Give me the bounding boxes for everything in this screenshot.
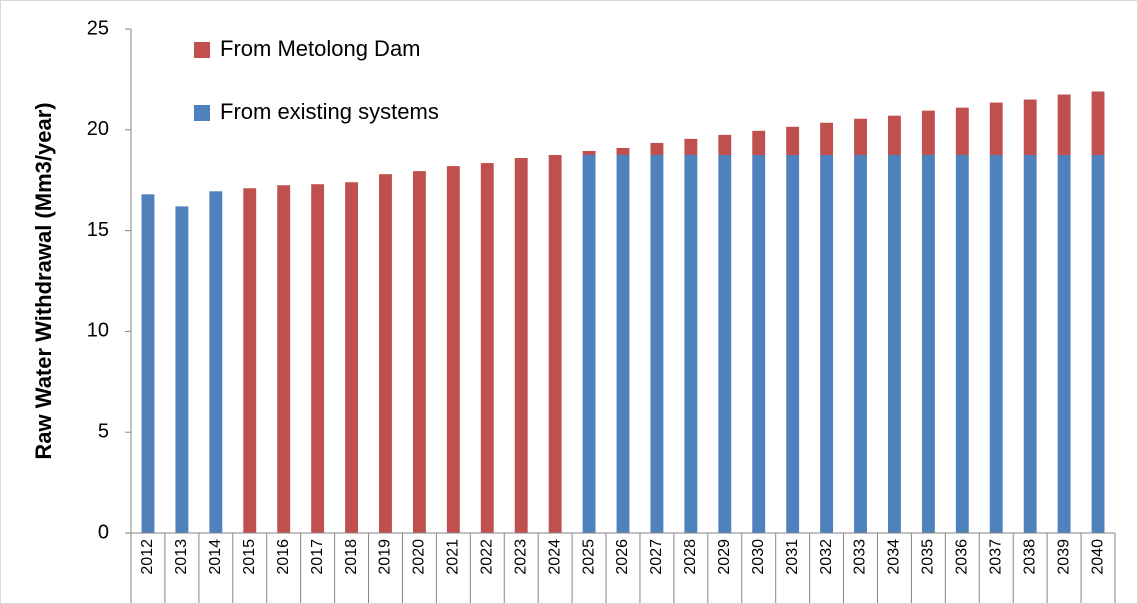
- x-tick-label: 2037: [987, 539, 1004, 575]
- bar-segment: [786, 126, 800, 155]
- bar-segment: [650, 142, 664, 155]
- x-tick-label: 2021: [445, 539, 462, 575]
- y-tick-label: 20: [87, 118, 109, 140]
- bar-segment: [854, 118, 867, 155]
- bar-segment: [854, 155, 867, 533]
- bar-segment: [582, 155, 596, 533]
- x-tick-label: 2031: [784, 539, 801, 575]
- x-tick-label: 2024: [546, 539, 563, 575]
- x-tick-label: 2038: [1021, 539, 1038, 575]
- x-tick-label: 2034: [886, 539, 903, 575]
- bar-segment: [209, 191, 223, 533]
- bar-segment: [582, 150, 596, 155]
- bar-segment: [1023, 99, 1037, 155]
- x-tick-label: 2015: [241, 539, 258, 575]
- bar-segment: [684, 138, 698, 155]
- legend-label: From Metolong Dam: [220, 36, 421, 61]
- bar-segment: [1057, 94, 1071, 155]
- bar-segment: [786, 155, 800, 533]
- y-tick-label: 5: [98, 420, 109, 442]
- x-tick-label: 2023: [512, 539, 529, 575]
- bar-segment: [412, 171, 426, 534]
- bar-segment: [684, 155, 698, 533]
- x-tick-label: 2014: [207, 539, 224, 575]
- bar-segment: [379, 174, 392, 534]
- bar-segment: [1091, 91, 1105, 155]
- bar-segment: [650, 155, 664, 533]
- x-tick-label: 2027: [648, 539, 665, 575]
- x-tick-label: 2016: [275, 539, 292, 575]
- bar-segment: [1091, 155, 1105, 533]
- x-tick-label: 2026: [614, 539, 631, 575]
- bar-segment: [277, 185, 291, 534]
- bar-segment: [175, 206, 189, 533]
- bar-segment: [820, 122, 834, 155]
- bar-segment: [480, 163, 494, 533]
- legend-swatch: [194, 42, 210, 58]
- bar-segment: [921, 155, 935, 533]
- legend-label: From existing systems: [220, 99, 439, 124]
- x-tick-label: 2039: [1055, 539, 1072, 575]
- bar-segment: [243, 188, 257, 534]
- x-tick-label: 2025: [580, 539, 597, 575]
- bar-segment: [616, 155, 630, 533]
- bar-segment: [921, 110, 935, 155]
- x-tick-label: 2020: [411, 539, 428, 575]
- legend-swatch: [194, 105, 210, 121]
- x-tick-label: 2029: [716, 539, 733, 575]
- x-tick-label: 2012: [139, 539, 156, 575]
- bar-segment: [311, 184, 325, 533]
- bar-segment: [752, 130, 766, 155]
- bar-segment: [616, 147, 630, 155]
- bar-segment: [345, 182, 358, 533]
- x-tick-label: 2040: [1089, 539, 1106, 575]
- x-tick-label: 2018: [343, 539, 360, 575]
- y-axis-label: Raw Water Withdrawal (Mm3/year): [31, 102, 56, 459]
- bar-segment: [548, 155, 562, 533]
- x-tick-label: 2033: [852, 539, 869, 575]
- bar-segment: [888, 115, 901, 155]
- bar-segment: [141, 194, 155, 533]
- bar-segment: [955, 155, 969, 533]
- y-tick-label: 0: [98, 521, 109, 543]
- bar-segment: [514, 158, 528, 534]
- y-tick-label: 10: [87, 320, 109, 342]
- bar-segment: [888, 155, 901, 533]
- bar-segment: [1057, 155, 1071, 533]
- x-tick-label: 2035: [920, 539, 937, 575]
- x-tick-label: 2019: [377, 539, 394, 575]
- bar-segment: [955, 107, 969, 155]
- bar-segment: [1023, 155, 1037, 533]
- bar-segment: [752, 155, 766, 533]
- bar-segment: [989, 155, 1003, 533]
- x-tick-label: 2036: [954, 539, 971, 575]
- bar-segment: [820, 155, 834, 533]
- y-tick-label: 15: [87, 219, 109, 241]
- bar-segment: [446, 166, 460, 533]
- x-tick-label: 2013: [173, 539, 190, 575]
- x-tick-label: 2017: [309, 539, 326, 575]
- bar-segment: [718, 134, 732, 155]
- x-tick-label: 2028: [682, 539, 699, 575]
- y-tick-label: 25: [87, 17, 109, 39]
- x-tick-label: 2030: [750, 539, 767, 575]
- bar-segment: [718, 155, 732, 533]
- x-tick-label: 2022: [478, 539, 495, 575]
- x-tick-label: 2032: [818, 539, 835, 575]
- bar-segment: [989, 102, 1003, 155]
